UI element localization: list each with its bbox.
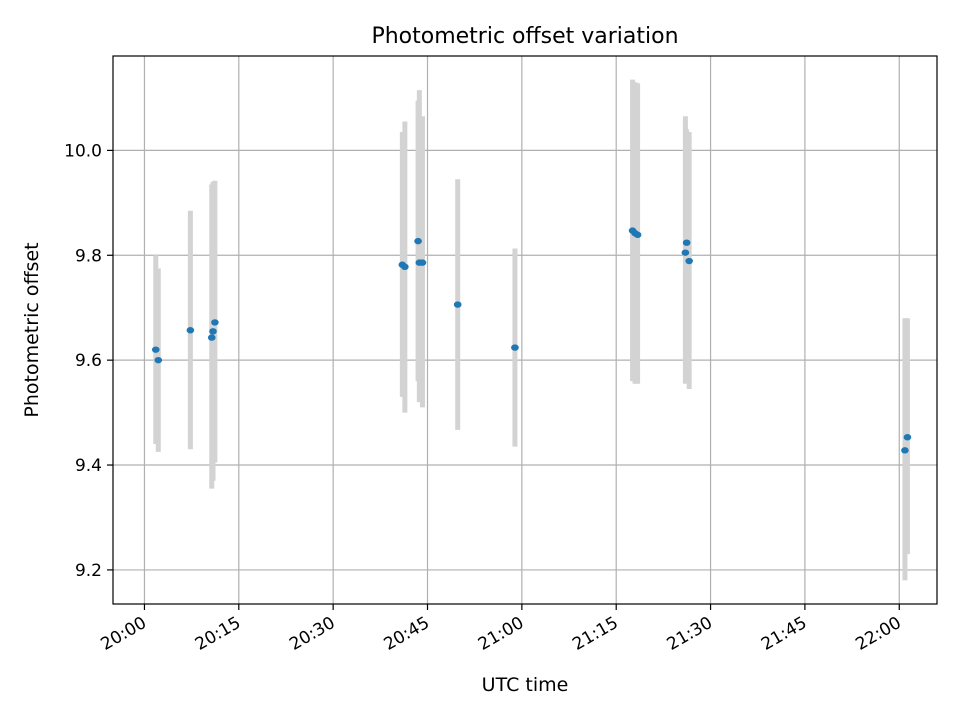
data-point: [511, 344, 519, 351]
data-point: [211, 319, 219, 326]
plot-frame: [112, 55, 938, 605]
data-point: [685, 257, 693, 265]
x-axis-label: UTC time: [482, 674, 569, 696]
data-point: [154, 356, 163, 364]
data-point: [453, 301, 462, 308]
data-point: [682, 239, 691, 246]
data-point: [901, 447, 909, 454]
data-point: [418, 259, 427, 266]
data-point: [633, 231, 642, 239]
y-axis-label: Photometric offset: [21, 242, 43, 417]
data-points: [151, 227, 912, 454]
y-tick-label: 10.0: [64, 141, 102, 161]
data-point: [151, 346, 160, 353]
y-tick-label: 9.6: [75, 351, 102, 371]
data-point: [401, 263, 409, 271]
data-point: [414, 237, 422, 245]
data-point: [209, 328, 217, 335]
y-axis-ticks: 9.2 9.4 9.6 9.8 10.0: [64, 141, 113, 581]
data-point: [207, 334, 216, 341]
grid: [113, 56, 937, 604]
data-point: [186, 327, 195, 334]
y-tick-label: 9.8: [75, 246, 102, 266]
data-point: [681, 249, 690, 256]
chart-title: Photometric offset variation: [371, 24, 678, 49]
data-point: [903, 434, 912, 441]
y-tick-label: 9.2: [75, 561, 102, 581]
y-tick-label: 9.4: [75, 456, 102, 476]
